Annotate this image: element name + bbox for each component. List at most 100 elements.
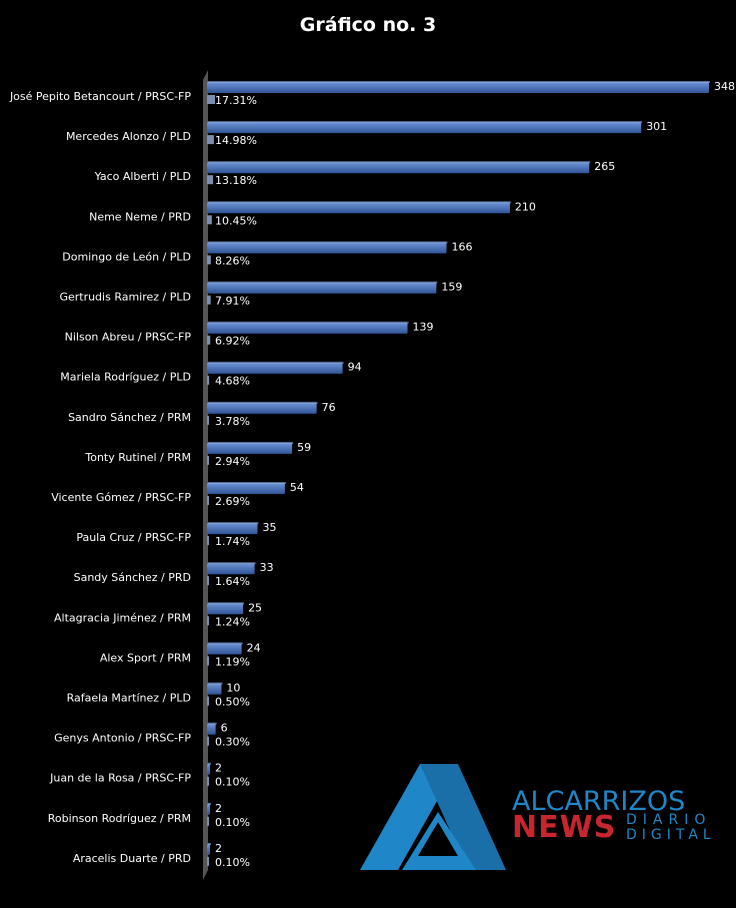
logo-a-mark-icon [360,764,506,870]
percent-label: 0.10% [215,856,250,869]
percent-label: 6.92% [215,335,250,348]
percent-label: 8.26% [215,254,250,267]
category-label: Nilson Abreu / PRSC-FP [65,331,192,344]
value-label: 25 [248,601,262,614]
bar-highlight [208,81,710,83]
category-label: Altagracia Jiménez / PRM [54,611,191,624]
bar [207,162,590,174]
bar [207,803,210,815]
percent-bar [207,576,209,586]
bar-highlight [208,361,344,364]
value-label: 139 [413,321,434,334]
value-label: 2 [215,762,222,775]
category-label: Robinson Rodríguez / PRM [48,812,191,825]
bar-highlight [208,522,259,525]
category-label: Mercedes Alonzo / PLD [66,130,191,143]
bar-highlight [208,722,217,725]
value-label: 94 [348,361,362,374]
percent-bar [207,455,209,465]
value-label: 10 [226,682,240,695]
chart-title: Gráfico no. 3 [299,14,437,36]
bar-highlight [208,441,294,444]
percent-label: 1.64% [215,575,250,588]
logo-alcarrizos-text: ALCARRIZOS [512,786,686,817]
bar [207,763,210,775]
bar [207,362,343,374]
bar [207,242,447,254]
category-label: Juan de la Rosa / PRSC-FP [49,772,191,785]
value-label: 265 [594,160,615,173]
bar-highlight [208,642,243,645]
percent-bar [207,736,209,746]
bar [207,442,293,454]
category-label: Vicente Gómez / PRSC-FP [51,491,191,504]
percent-label: 17.31% [215,94,257,107]
percent-label: 1.74% [215,535,250,548]
bar [207,82,709,93]
value-label: 301 [646,120,667,133]
bar-highlight [208,401,318,404]
percent-bar [207,175,214,185]
value-label: 59 [297,441,311,454]
value-label: 6 [221,722,228,735]
bar-highlight [208,842,211,845]
bar-highlight [208,201,511,204]
percent-bar [207,335,211,345]
category-label: Sandro Sánchez / PRM [68,411,191,424]
bar-highlight [208,241,448,244]
bar-highlight [208,682,223,685]
percent-label: 2.94% [215,455,250,468]
percent-label: 3.78% [215,415,250,428]
value-label: 2 [215,842,222,855]
category-label: Alex Sport / PRM [100,651,191,664]
value-label: 210 [515,200,536,213]
percent-bar [207,215,212,225]
percent-label: 0.30% [215,736,250,749]
bar-highlight [208,121,643,124]
bar [207,643,242,655]
bar [207,202,510,214]
percent-bar [207,856,209,866]
category-label: Yaco Alberti / PLD [94,170,191,183]
bar-highlight [208,602,245,605]
value-label: 54 [290,481,304,494]
category-label: Mariela Rodríguez / PLD [60,371,191,384]
category-label: Domingo de León / PLD [62,250,191,263]
percent-bar [207,135,214,145]
category-label: Rafaela Martínez / PLD [67,692,191,705]
bar-highlight [208,482,286,484]
bar-highlight [208,161,591,164]
percent-bar [207,816,209,826]
percent-bar [207,776,209,786]
y-axis-line [203,70,208,880]
value-label: 33 [260,561,274,574]
category-label: José Pepito Betancourt / PRSC-FP [9,90,191,103]
bar-highlight [208,562,256,565]
bar [207,603,244,615]
percent-label: 0.10% [215,776,250,789]
bar [207,563,255,575]
bar-highlight [208,321,409,324]
percent-bar [207,95,215,104]
category-label: Genys Antonio / PRSC-FP [54,732,191,745]
bar-highlight [208,802,211,805]
category-label: Gertrudis Ramirez / PLD [59,291,191,304]
percent-label: 13.18% [215,174,257,187]
alcarrizos-news-logo: ALCARRIZOS NEWS DIARIO DIGITAL [358,760,718,872]
percent-label: 1.19% [215,655,250,668]
bar [207,683,222,695]
value-label: 24 [247,641,261,654]
value-label: 166 [451,240,472,253]
value-label: 159 [441,281,462,294]
bar [207,282,437,294]
bar [207,402,317,414]
bar [207,723,216,735]
category-label: Sandy Sánchez / PRD [74,571,191,584]
bar [207,322,408,334]
value-label: 76 [322,401,336,414]
category-label: Neme Neme / PRD [89,210,191,223]
bar-highlight [208,281,438,284]
percent-bar [207,616,209,626]
category-label: Aracelis Duarte / PRD [73,852,191,865]
percent-label: 2.69% [215,495,250,508]
